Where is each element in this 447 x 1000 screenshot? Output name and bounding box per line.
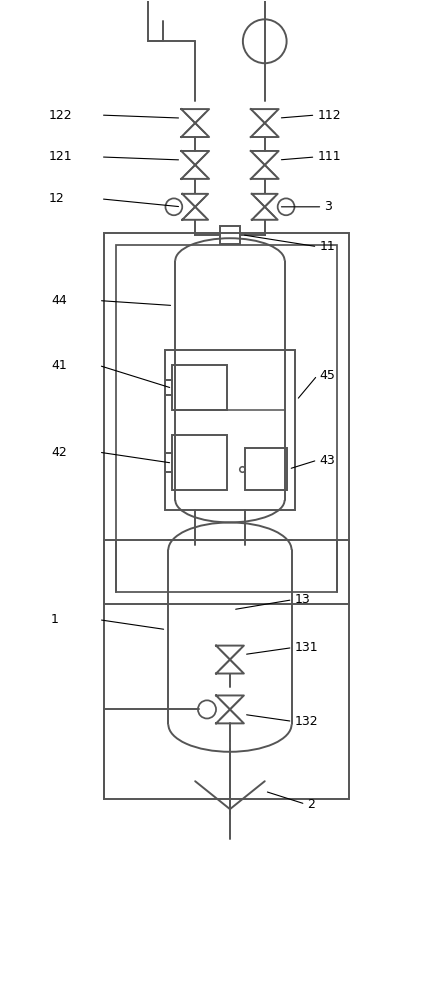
Bar xyxy=(220,226,240,244)
Bar xyxy=(245,448,287,490)
Text: 12: 12 xyxy=(49,192,65,205)
Text: 1: 1 xyxy=(51,613,59,626)
Text: 43: 43 xyxy=(320,454,335,467)
Bar xyxy=(165,350,295,510)
Bar xyxy=(104,540,349,799)
Text: 121: 121 xyxy=(49,150,73,163)
Text: 111: 111 xyxy=(317,150,341,163)
Text: 42: 42 xyxy=(51,446,67,459)
Bar xyxy=(104,233,349,604)
Text: 41: 41 xyxy=(51,359,67,372)
Text: 3: 3 xyxy=(325,200,332,213)
Text: 11: 11 xyxy=(320,240,335,253)
Text: 45: 45 xyxy=(320,369,335,382)
Text: 13: 13 xyxy=(295,593,310,606)
Text: 132: 132 xyxy=(295,715,318,728)
Text: 2: 2 xyxy=(308,798,315,811)
Text: 112: 112 xyxy=(317,109,341,122)
Bar xyxy=(173,435,227,490)
Bar xyxy=(116,245,337,592)
Text: 131: 131 xyxy=(295,641,318,654)
Text: 44: 44 xyxy=(51,294,67,307)
Bar xyxy=(173,365,227,410)
Text: 122: 122 xyxy=(49,109,73,122)
